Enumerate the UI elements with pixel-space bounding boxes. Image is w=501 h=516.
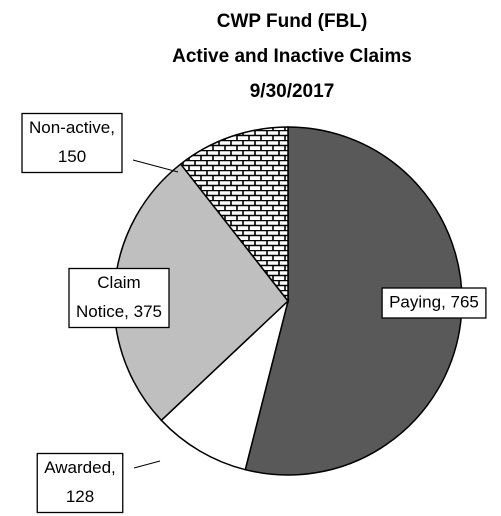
leader-line [133,460,161,469]
pie [113,126,463,476]
label-box [381,287,487,319]
leader-line [132,159,179,173]
data-label: Non-active, 150 [21,112,123,174]
data-label: Claim Notice, 375 [68,267,170,329]
chart-title: Active and Inactive Claims [172,46,412,67]
data-label-text: Non-active, [29,118,115,137]
chart-title: CWP Fund (FBL) [217,11,368,32]
pie-slice [244,126,463,476]
label-box [68,267,170,329]
label-box [36,452,124,514]
data-label: Awarded, 128 [36,452,124,514]
data-label-text: 128 [66,487,94,506]
data-label-text: 150 [58,147,86,166]
data-label: Paying, 765 [381,287,487,319]
labels: Paying, 765 Awarded, 128 Claim Notice, 375 No… [21,112,487,514]
data-label-text: Paying, 765 [389,292,479,311]
data-label-text: Notice, 375 [76,302,162,321]
pie-slice [160,298,290,471]
label-box [21,112,123,174]
chart-title: 9/30/2017 [250,81,335,102]
data-label-text: Claim [97,273,140,292]
pie-slice [179,126,289,304]
data-label-text: Awarded, [44,458,116,477]
